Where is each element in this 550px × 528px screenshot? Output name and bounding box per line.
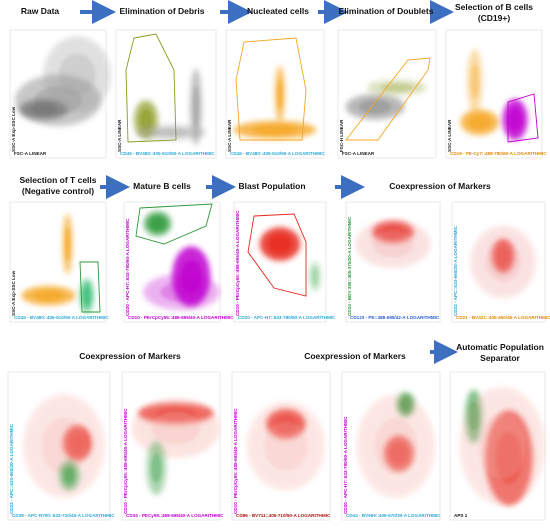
- plot-frame: [233, 201, 327, 323]
- heading: Separator: [480, 353, 520, 363]
- y-axis-label: SSC-A LINEAR: [227, 119, 232, 152]
- x-axis-label: CD45 - BV480::405-510/50-A LOGARITHMIC: [230, 151, 325, 156]
- cell-core: [277, 78, 283, 110]
- x-axis-label: CD44 - BV650::405-670/30-A LOGARITHMIC: [346, 513, 441, 518]
- flow-plot: CD21 - BV421::405-450/45-A LOGARITHMICCD…: [451, 201, 550, 323]
- x-axis-label: CD34 - PECy55::488-695/40-A LOGARITHMIC: [126, 513, 224, 518]
- cell-core: [160, 282, 203, 302]
- cell-core: [192, 85, 200, 128]
- flow-plot: CD86 - BV711::405-710/50-A LOGARITHMICCD…: [231, 371, 331, 521]
- cell-core: [58, 53, 96, 96]
- flow-plot: CD19 - PE-Cy7::488-780/60-A LOGARITHMICS…: [445, 29, 547, 159]
- x-axis-label: CD20 - APC-H7::633-780/60-A LOGARITHMIC: [238, 315, 336, 320]
- x-axis-label: CD45 - BV480::405-510/50-A LOGARITHMIC: [14, 315, 109, 320]
- y-axis-label: SSC-A LINEAR: [117, 119, 122, 152]
- heading: Raw Data: [21, 6, 60, 16]
- gate: [125, 33, 177, 143]
- flow-plot: CD38 - APC-R700::633-720/45-A LOGARITHMI…: [7, 371, 115, 521]
- heading: Coexpression of Markers: [389, 181, 491, 191]
- cell-core: [151, 128, 191, 137]
- y-axis-label: CD10 - PErCpCy55::488-695/40-A LOGARITHM…: [235, 210, 240, 316]
- cell-core: [151, 411, 201, 445]
- heading: Elimination of Debris: [119, 6, 204, 16]
- flow-plot: APS 1: [449, 371, 546, 521]
- cell-core: [311, 268, 318, 285]
- flow-plot: CD20 - APC-H7::633-780/60-A LOGARITHMICC…: [233, 201, 336, 323]
- x-axis-label: CD123 - PE::488-585/42-A LOGARITHMIC: [350, 315, 440, 320]
- y-axis-label: CD20 - APC-H7::633-780/60-A LOGARITHMIC: [343, 416, 348, 514]
- cell-core: [139, 109, 153, 131]
- heading: Blast Population: [238, 181, 305, 191]
- x-axis-label: CD86 - BV711::405-710/50-A LOGARITHMIC: [236, 513, 331, 518]
- x-axis-label: CD38 - APC-R700::633-720/45-A LOGARITHMI…: [12, 513, 115, 518]
- cell-core: [372, 230, 414, 258]
- cell-core: [150, 453, 162, 483]
- flow-plot: CD44 - BV650::405-670/30-A LOGARITHMICCD…: [341, 371, 441, 521]
- y-axis-label: CD22 - APC::633-660/20-A LOGARITHMIC: [453, 225, 458, 316]
- flow-plot: CD10 - PErCpCy55::488-695/40-A LOGARITHM…: [123, 201, 234, 323]
- cell-core: [374, 417, 418, 475]
- heading: Coexpression of Markers: [304, 351, 406, 361]
- cell-core: [508, 108, 522, 131]
- gate: [235, 37, 307, 141]
- y-axis-label: FSC-H LINEAR: [339, 119, 344, 152]
- x-axis-label: CD21 - BV421::405-450/45-A LOGARITHMIC: [456, 315, 550, 320]
- flow-plot: CD123 - PE::488-585/42-A LOGARITHMICCD34…: [345, 201, 441, 323]
- cell-core: [470, 63, 480, 99]
- plot-frame: [225, 29, 325, 159]
- flow-plot: CD45 - BV480::405-510/50-A LOGARITHMICSS…: [115, 29, 217, 159]
- y-axis-label: CD22 - APC::633-660/20-A LOGARITHMIC: [9, 423, 14, 514]
- heading: (CD19+): [478, 13, 511, 23]
- gate: [135, 203, 213, 245]
- cell-core: [380, 83, 413, 92]
- y-axis-label: CD20 - APC-H7::633-780/60-A LOGARITHMIC: [125, 218, 130, 316]
- x-axis-label: CD45 - BV480::405-510/50-A LOGARITHMIC: [120, 151, 215, 156]
- cell-core: [150, 217, 165, 231]
- gate: [507, 93, 539, 143]
- gate: [79, 261, 101, 313]
- heading: Nucleated cells: [247, 6, 309, 16]
- cell-core: [33, 290, 64, 301]
- y-axis-label: CD10 - PErCpCy55::488-695/40-A LOGARITHM…: [233, 408, 238, 514]
- cell-core: [469, 115, 491, 130]
- y-axis-label: CD10 - PErCpCy55::488-695/40-A LOGARITHM…: [123, 408, 128, 514]
- cell-core: [485, 242, 522, 282]
- y-axis-label: SSC-A Exp-SSC Low: [11, 270, 16, 316]
- gate: [345, 57, 431, 141]
- x-axis-label: CD19 - PE-Cy7::488-780/60-A LOGARITHMIC: [450, 151, 547, 156]
- heading: Mature B cells: [133, 181, 191, 191]
- flow-plot: CD45 - BV480::405-510/50-A LOGARITHMICSS…: [9, 201, 109, 323]
- cell-core: [83, 286, 91, 305]
- heading: Elimination of Doublets: [339, 6, 434, 16]
- x-axis-label: APS 1: [454, 513, 468, 518]
- heading: Automatic Population: [456, 342, 544, 352]
- heading: Coexpression of Markers: [79, 351, 181, 361]
- x-axis-label: FSC-A LINEAR: [14, 151, 47, 156]
- cell-core: [359, 99, 392, 114]
- flow-plot: CD34 - PECy55::488-695/40-A LOGARITHMICC…: [121, 371, 224, 521]
- y-axis-label: SSC-A Exp-SSC Low: [11, 106, 16, 152]
- y-axis-label: SSC-A LINEAR: [447, 119, 452, 152]
- y-axis-label: CD34 - BDV 395::405-375/20-A LOGARITHMIC: [347, 216, 352, 316]
- cell-core: [63, 467, 75, 484]
- cell-core: [30, 103, 57, 115]
- heading: Selection of T cells: [20, 175, 97, 185]
- x-axis-label: CD10 - PErCpCy55::488-695/40-A LOGARITHM…: [128, 315, 234, 320]
- cell-core: [41, 417, 87, 475]
- x-axis-label: FSC-A LINEAR: [342, 151, 375, 156]
- cell-core: [264, 421, 308, 471]
- cell-core: [64, 227, 71, 261]
- heading: (Negative control): [22, 186, 94, 196]
- arrows: [80, 0, 458, 364]
- cell-core: [268, 234, 292, 254]
- gate: [247, 213, 307, 297]
- flow-plot: CD45 - BV480::405-510/50-A LOGARITHMICSS…: [225, 29, 325, 159]
- cell-core: [252, 124, 298, 135]
- plot-frame: [445, 29, 543, 159]
- heading: Selection of B cells: [455, 2, 533, 12]
- cell-core: [478, 413, 526, 479]
